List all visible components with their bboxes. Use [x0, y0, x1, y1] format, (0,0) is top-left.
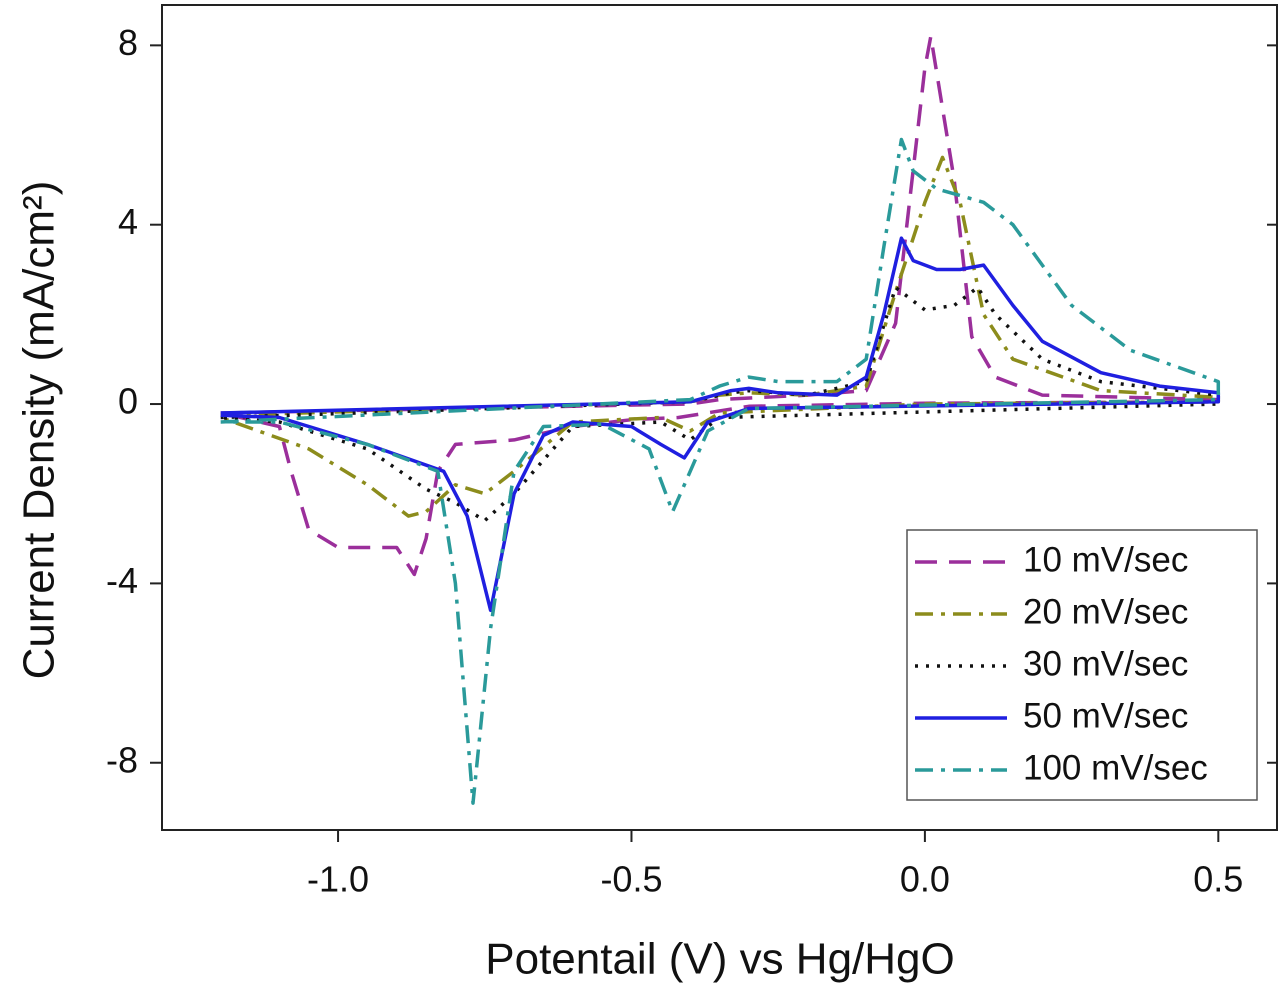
x-tick-label: -1.0 [307, 859, 369, 900]
y-tick-label: -4 [106, 560, 138, 601]
x-tick-label: -0.5 [600, 859, 662, 900]
legend-label: 50 mV/sec [1023, 696, 1188, 735]
y-tick-label: 0 [118, 381, 138, 422]
legend-label: 20 mV/sec [1023, 592, 1188, 631]
x-axis-label: Potentail (V) vs Hg/HgO [485, 935, 955, 984]
legend-label: 100 mV/sec [1023, 748, 1208, 787]
y-axis-label: Current Density (mA/cm²) [15, 181, 64, 680]
x-tick-label: 0.0 [900, 859, 950, 900]
x-tick-label: 0.5 [1193, 859, 1243, 900]
series-line [220, 137, 1221, 805]
legend-label: 10 mV/sec [1023, 540, 1188, 579]
legend-label: 30 mV/sec [1023, 644, 1188, 683]
legend-box [906, 529, 1258, 801]
y-tick-label: 4 [118, 201, 138, 242]
plot-frame [161, 4, 1278, 831]
y-tick-label: -8 [106, 739, 138, 780]
series-line [220, 34, 1221, 577]
y-tick-label: 8 [118, 22, 138, 63]
series-line [220, 155, 1221, 518]
